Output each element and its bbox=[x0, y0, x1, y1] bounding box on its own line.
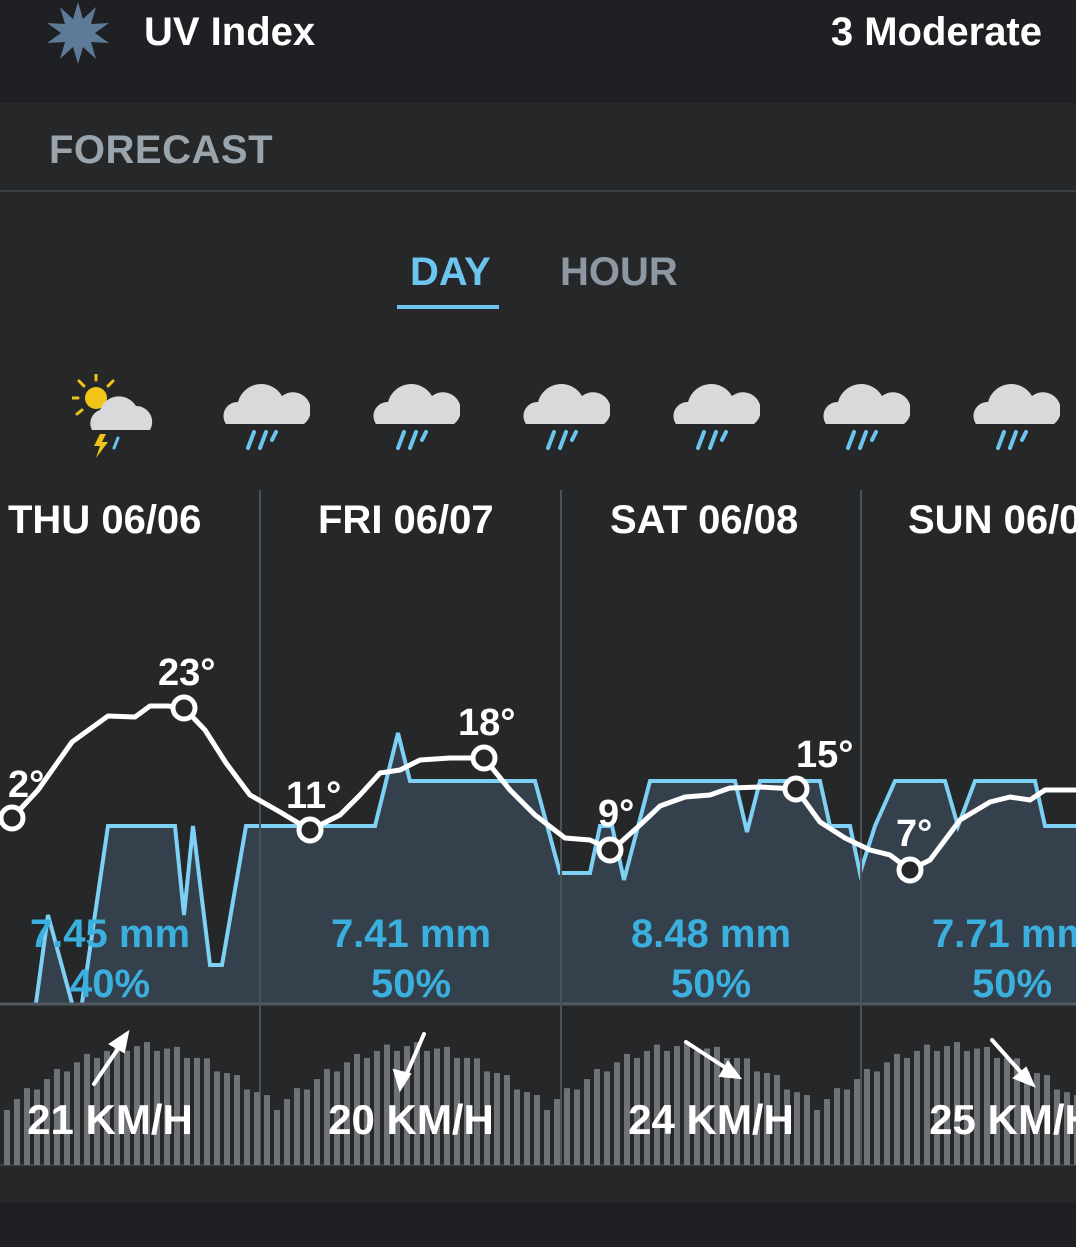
uv-index-value: 3 Moderate bbox=[830, 10, 1042, 54]
tab-hour[interactable]: HOUR bbox=[560, 250, 678, 294]
sun-icon bbox=[47, 2, 109, 64]
forecast-title: FORECAST bbox=[49, 128, 273, 172]
uv-index-label: UV Index bbox=[144, 10, 316, 54]
uv-index-row: UV Index 3 Moderate bbox=[0, 0, 1076, 100]
tab-day[interactable]: DAY bbox=[410, 250, 491, 294]
forecast-card bbox=[0, 103, 1076, 1203]
section-divider bbox=[0, 190, 1076, 192]
tab-active-indicator bbox=[397, 305, 499, 309]
